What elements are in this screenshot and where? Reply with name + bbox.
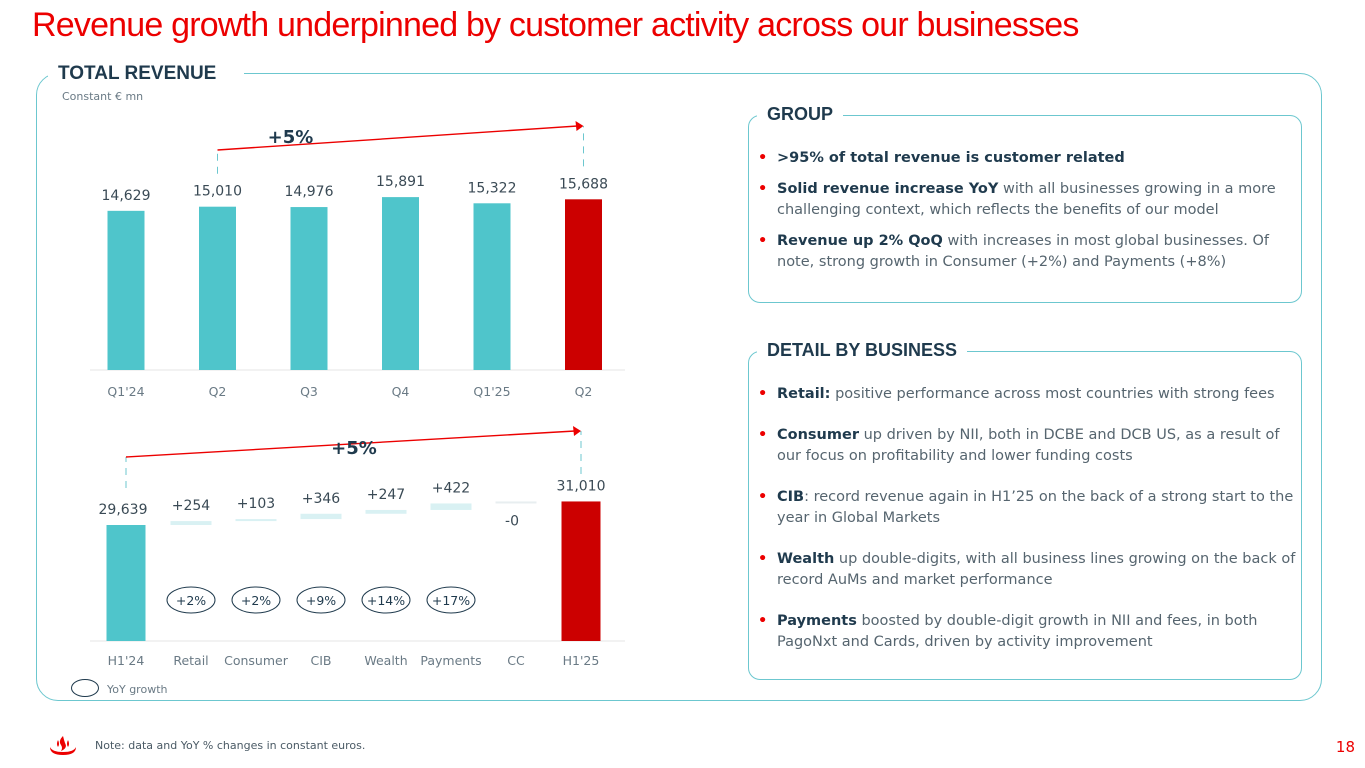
bar [235, 519, 277, 522]
category-label: Q1'24 [107, 384, 144, 399]
bar-value-label: -0 [505, 513, 519, 529]
bar [106, 525, 146, 641]
flame-logo-icon [50, 736, 76, 755]
category-label: Payments [420, 653, 481, 668]
growth-arrow-line [217, 125, 578, 151]
total-revenue-heading: TOTAL REVENUE [50, 63, 225, 85]
category-label: Wealth [364, 653, 407, 668]
detail-heading: DETAIL BY BUSINESS [757, 340, 968, 361]
bar [473, 203, 511, 370]
page-number: 18 [1335, 738, 1355, 756]
growth-arrow-head [575, 121, 584, 131]
bar [565, 199, 602, 370]
category-label: Q2 [209, 384, 227, 399]
category-label: CIB [311, 653, 332, 668]
bar-value-label: +103 [237, 496, 275, 512]
category-label: Retail [173, 653, 208, 668]
yoy-growth-label: +9% [306, 593, 336, 608]
category-label: Q1'25 [473, 384, 510, 399]
bar-value-label: 15,010 [193, 184, 242, 200]
bar-value-label: 31,010 [557, 478, 606, 494]
yoy-growth-label: +2% [176, 593, 206, 608]
group-bullet: >95% of total revenue is customer relate… [756, 148, 1296, 169]
group-bullet: Solid revenue increase YoY with all busi… [756, 179, 1296, 221]
bar [300, 513, 342, 520]
bar-value-label: 15,322 [468, 180, 517, 196]
detail-bullet: Wealth up double-digits, with all busine… [756, 549, 1296, 591]
yoy-growth-label: +2% [241, 593, 271, 608]
bar [107, 210, 145, 370]
bar [430, 503, 472, 510]
revenue-bridge-chart: 29,639 H1'24 +254 +2% Retail +103 +2% Consumer +… [90, 426, 625, 668]
total-revenue-frame [36, 73, 1322, 701]
bar [199, 206, 236, 370]
category-label: H1'24 [108, 653, 145, 668]
yoy-growth-pill [231, 586, 281, 614]
group-bullets: >95% of total revenue is customer relate… [756, 148, 1296, 273]
bar [290, 207, 328, 370]
yoy-growth-label: +17% [432, 593, 470, 608]
detail-bullet: CIB: record revenue again in H1’25 on th… [756, 487, 1296, 529]
yoy-growth-pill [361, 586, 411, 614]
detail-bullet: Payments boosted by double-digit growth … [756, 611, 1296, 653]
yoy-growth-pill [426, 586, 476, 614]
bar [382, 197, 419, 370]
category-label: Q3 [300, 384, 318, 399]
bar-value-label: 15,891 [376, 174, 425, 190]
bar [170, 521, 212, 525]
category-label: Consumer [224, 653, 289, 668]
footnote: Note: data and YoY % changes in constant… [95, 739, 366, 752]
bar [365, 509, 407, 514]
growth-label: +5% [268, 127, 314, 148]
bar-value-label: 14,976 [285, 184, 334, 200]
yoy-growth-pill [166, 586, 216, 614]
group-heading: GROUP [757, 104, 844, 125]
growth-arrow-head [573, 426, 581, 436]
bar-value-label: +247 [367, 487, 405, 503]
category-label: H1'25 [563, 653, 600, 668]
category-label: CC [507, 653, 525, 668]
bar-value-label: 29,639 [99, 502, 148, 518]
growth-label: +5% [331, 438, 377, 459]
category-label: Q4 [392, 384, 410, 399]
bar [561, 501, 601, 641]
category-label: Q2 [575, 384, 593, 399]
page-title: Revenue growth underpinned by customer a… [32, 6, 1079, 44]
unit-label: Constant € mn [62, 90, 144, 103]
bar [495, 501, 537, 504]
detail-bullet: Consumer up driven by NII, both in DCBE … [756, 425, 1296, 467]
bar-value-label: +346 [302, 491, 341, 507]
growth-arrow-line [125, 430, 576, 458]
bar-value-label: +422 [432, 480, 470, 496]
yoy-growth-legend-label: YoY growth [107, 683, 168, 696]
quarterly-revenue-chart: 14,629 Q1'24 15,010 Q2 14,976 Q3 15,891 Q4 15,32… [90, 121, 625, 399]
detail-bullets: Retail: positive performance across most… [756, 384, 1296, 653]
detail-bullet: Retail: positive performance across most… [756, 384, 1296, 405]
bar-value-label: 14,629 [102, 188, 151, 204]
bar-value-label: 15,688 [559, 176, 608, 192]
group-bullet: Revenue up 2% QoQ with increases in most… [756, 231, 1296, 273]
yoy-growth-legend-marker [71, 679, 99, 697]
bar-value-label: +254 [172, 498, 211, 514]
yoy-growth-label: +14% [367, 593, 405, 608]
yoy-growth-pill [296, 586, 346, 614]
